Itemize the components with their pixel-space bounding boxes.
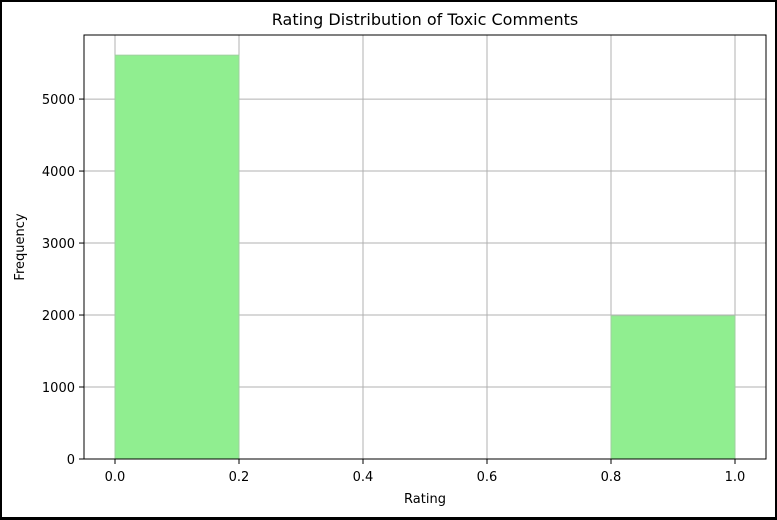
y-tick-label-4: 4000: [42, 165, 75, 180]
y-axis-label: Frequency: [13, 213, 28, 280]
x-tick-label-2: 0.4: [353, 470, 374, 485]
histogram-bar-0: [114, 54, 240, 460]
histogram-bars: [114, 54, 736, 460]
histogram-bar-4: [610, 315, 736, 460]
x-tick-label-3: 0.6: [477, 470, 498, 485]
axis-ticks: 0.0 0.2 0.4 0.6 0.8 1.0 0 1000 2000 3000 4000 5000: [42, 93, 745, 485]
plot-area-border: [83, 34, 767, 460]
x-axis-label: Rating: [404, 492, 446, 507]
x-tick-label-1: 0.2: [229, 470, 250, 485]
y-tick-label-1: 1000: [42, 381, 75, 396]
x-tick-label-5: 1.0: [725, 470, 746, 485]
y-tick-label-0: 0: [67, 453, 75, 468]
y-tick-label-5: 5000: [42, 93, 75, 108]
y-tick-label-2: 2000: [42, 309, 75, 324]
y-tick-label-3: 3000: [42, 237, 75, 252]
chart-title: Rating Distribution of Toxic Comments: [272, 10, 578, 29]
x-tick-label-0: 0.0: [105, 470, 126, 485]
x-tick-label-4: 0.8: [601, 470, 622, 485]
